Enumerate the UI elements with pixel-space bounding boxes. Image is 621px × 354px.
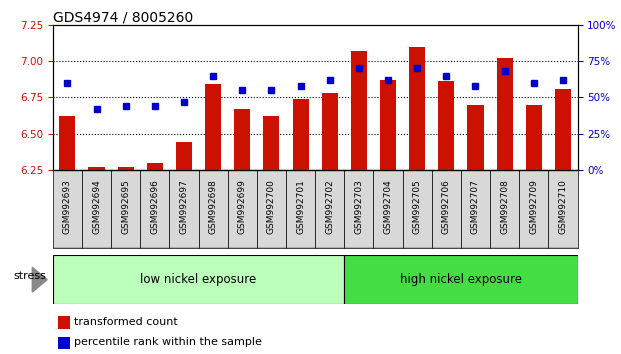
Text: GSM992698: GSM992698 bbox=[209, 179, 217, 234]
Text: GSM992704: GSM992704 bbox=[384, 179, 392, 234]
Text: GSM992695: GSM992695 bbox=[121, 179, 130, 234]
Bar bbox=[234, 109, 250, 170]
Bar bbox=[292, 99, 309, 170]
Bar bbox=[60, 116, 75, 170]
Bar bbox=[89, 167, 104, 170]
Bar bbox=[409, 46, 425, 170]
Text: GSM992706: GSM992706 bbox=[442, 179, 451, 234]
Text: low nickel exposure: low nickel exposure bbox=[140, 273, 256, 286]
Bar bbox=[170, 170, 199, 248]
Bar bbox=[351, 51, 367, 170]
Bar bbox=[432, 170, 461, 248]
Text: transformed count: transformed count bbox=[74, 317, 178, 327]
Bar bbox=[53, 255, 344, 304]
Bar bbox=[82, 170, 111, 248]
Text: stress: stress bbox=[14, 271, 47, 281]
Text: GSM992707: GSM992707 bbox=[471, 179, 480, 234]
Bar bbox=[402, 170, 432, 248]
Bar bbox=[147, 162, 163, 170]
Bar bbox=[140, 170, 170, 248]
Bar bbox=[286, 170, 315, 248]
Bar bbox=[58, 337, 70, 349]
Bar bbox=[117, 167, 134, 170]
Text: GSM992693: GSM992693 bbox=[63, 179, 72, 234]
Polygon shape bbox=[32, 267, 47, 292]
Bar bbox=[58, 316, 70, 329]
Text: GSM992697: GSM992697 bbox=[179, 179, 188, 234]
Bar bbox=[263, 116, 279, 170]
Text: GSM992699: GSM992699 bbox=[238, 179, 247, 234]
Text: GSM992710: GSM992710 bbox=[558, 179, 568, 234]
Bar bbox=[315, 170, 344, 248]
Bar bbox=[205, 84, 221, 170]
Text: GDS4974 / 8005260: GDS4974 / 8005260 bbox=[53, 11, 193, 25]
Bar bbox=[344, 170, 373, 248]
Bar bbox=[461, 170, 490, 248]
Text: GSM992701: GSM992701 bbox=[296, 179, 305, 234]
Bar bbox=[199, 170, 228, 248]
Bar bbox=[519, 170, 548, 248]
Bar bbox=[176, 142, 192, 170]
Bar bbox=[53, 170, 82, 248]
Bar bbox=[344, 255, 578, 304]
Bar bbox=[497, 58, 513, 170]
Text: GSM992694: GSM992694 bbox=[92, 179, 101, 234]
Bar bbox=[555, 88, 571, 170]
Bar bbox=[548, 170, 578, 248]
Text: GSM992700: GSM992700 bbox=[267, 179, 276, 234]
Bar bbox=[438, 81, 455, 170]
Bar bbox=[322, 93, 338, 170]
Text: GSM992703: GSM992703 bbox=[355, 179, 363, 234]
Bar bbox=[526, 104, 542, 170]
Bar bbox=[257, 170, 286, 248]
Text: percentile rank within the sample: percentile rank within the sample bbox=[74, 337, 261, 348]
Bar bbox=[228, 170, 257, 248]
Bar bbox=[380, 80, 396, 170]
Bar bbox=[373, 170, 402, 248]
Bar bbox=[468, 104, 484, 170]
Text: high nickel exposure: high nickel exposure bbox=[400, 273, 522, 286]
Text: GSM992705: GSM992705 bbox=[413, 179, 422, 234]
Bar bbox=[111, 170, 140, 248]
Bar bbox=[490, 170, 519, 248]
Text: GSM992709: GSM992709 bbox=[529, 179, 538, 234]
Text: GSM992708: GSM992708 bbox=[500, 179, 509, 234]
Text: GSM992702: GSM992702 bbox=[325, 179, 334, 234]
Text: GSM992696: GSM992696 bbox=[150, 179, 160, 234]
